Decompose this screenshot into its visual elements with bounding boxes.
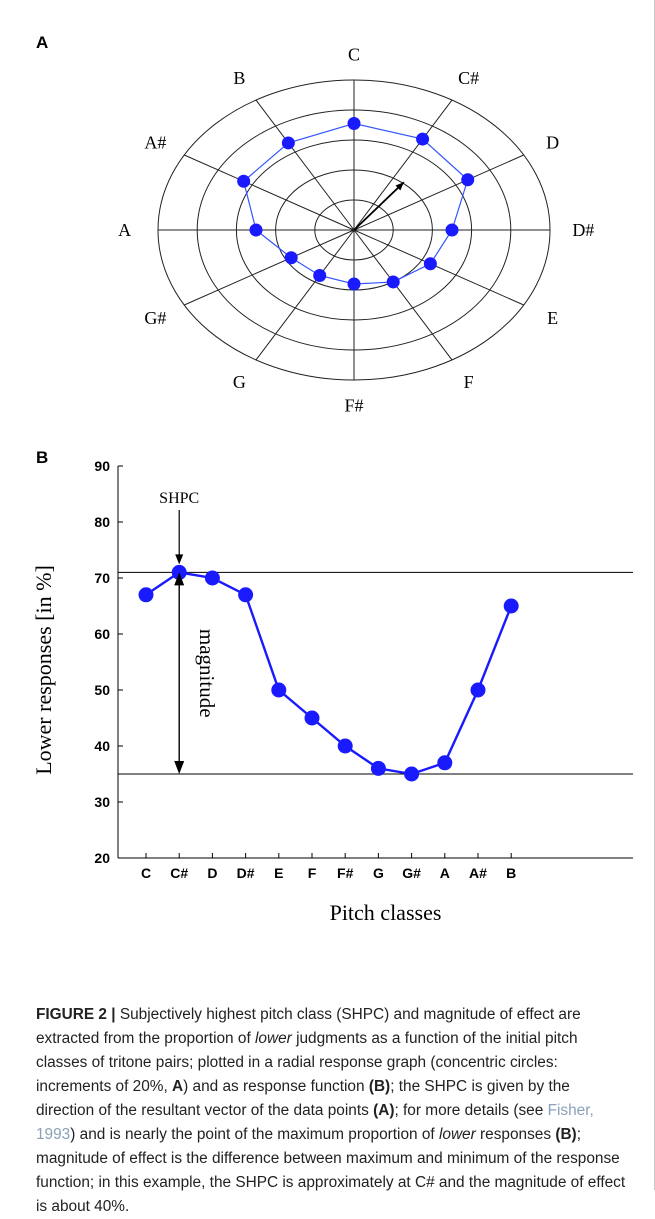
shpc-annotation: SHPC [159, 490, 199, 507]
radar-category-label: B [233, 68, 245, 88]
radar-category-label: A [118, 220, 131, 240]
radar-spoke-C# [353, 99, 453, 231]
caption-text-1: Subjectively highest pitch class (SHPC) … [36, 1006, 581, 1047]
radar-category-label: C# [458, 68, 479, 88]
radar-point-C# [416, 132, 430, 146]
y-tick-label: 20 [94, 850, 110, 866]
figure-caption: FIGURE 2 | Subjectively highest pitch cl… [36, 1003, 626, 1219]
radar-chart: C C# D D# E F F# G G# A A# B [118, 45, 594, 416]
radar-point-A# [237, 174, 251, 188]
y-tick-label: 30 [94, 794, 110, 810]
radar-category-label: D# [572, 220, 594, 240]
caption-bold-4: (B) [555, 1126, 577, 1143]
x-tick-label: E [274, 865, 283, 881]
response-point-F# [337, 738, 353, 754]
radar-category-label: E [547, 308, 558, 328]
caption-text-2: judgments as a function of the initial p… [36, 1030, 578, 1095]
radar-point-A [249, 223, 263, 237]
caption-bold-1: A [172, 1078, 184, 1095]
y-tick-label: 40 [94, 738, 110, 754]
caption-bold-3: (A) [373, 1102, 395, 1119]
radar-point-F [386, 275, 400, 289]
y-tick-label: 60 [94, 626, 110, 642]
x-tick-label: D# [237, 865, 255, 881]
x-axis-label: Pitch classes [330, 900, 442, 925]
radar-point-F# [347, 277, 361, 291]
radar-category-label: C [348, 45, 360, 65]
caption-citation-link[interactable]: Fisher, 1993 [36, 1102, 594, 1143]
resultant-vector-arrowhead [395, 182, 404, 191]
radar-spoke-D [353, 154, 524, 231]
radar-category-label: A# [144, 132, 166, 152]
radar-spoke-G [255, 229, 355, 361]
response-point-B [503, 598, 519, 614]
y-axis-label: Lower responses [in %] [31, 565, 56, 775]
magnitude-annotation: magnitude [195, 629, 219, 718]
x-tick-label: A# [469, 865, 487, 881]
radar-spoke-F [353, 229, 453, 361]
caption-text-3: ) and as response function [183, 1078, 369, 1095]
y-tick-label: 80 [94, 514, 110, 530]
x-tick-label: F# [337, 865, 354, 881]
radar-category-label: G# [144, 308, 166, 328]
response-point-D# [238, 587, 254, 603]
radar-point-C [347, 117, 361, 130]
caption-text-4: ; the SHPC is given by the direction of … [36, 1078, 570, 1119]
caption-label: FIGURE 2 | [36, 1006, 116, 1023]
response-point-F [304, 710, 320, 726]
x-tick-label: G [373, 865, 384, 881]
x-tick-label: C [141, 865, 151, 881]
x-tick-label: B [506, 865, 516, 881]
y-tick-label: 70 [94, 570, 110, 586]
radar-point-E [423, 257, 437, 271]
caption-text-7: responses [475, 1126, 556, 1143]
caption-bold-2: (B) [368, 1078, 391, 1095]
response-point-G# [404, 766, 420, 782]
figure-frame: A C C# D D# E F F# G G# A A# B B 20 30 40 50 60 70 80 90 C C… [31, 0, 655, 1215]
radar-point-D# [445, 223, 459, 237]
magnitude-arrowhead-top [174, 572, 185, 586]
radar-point-G [313, 268, 327, 282]
radar-spoke-A# [184, 154, 355, 231]
line-chart: 20 30 40 50 60 70 80 90 C C# D D# E F F# G G# A A# B SHPC mag… [31, 458, 633, 925]
x-tick-label: G# [402, 865, 421, 881]
radar-spoke-G# [184, 229, 355, 306]
response-point-A [437, 755, 453, 771]
caption-text-8: ; magnitude of effect is the difference … [36, 1126, 626, 1215]
caption-text-6: ) and is nearly the point of the maximum… [70, 1126, 439, 1143]
radar-category-label: D [546, 132, 559, 152]
resultant-vector [353, 181, 405, 231]
radar-spoke-E [353, 229, 524, 306]
caption-text-5: ; for more details (see [394, 1102, 548, 1119]
radar-spoke-B [255, 99, 355, 231]
panel-a-label: A [36, 33, 48, 52]
response-point-E [271, 682, 287, 698]
x-tick-label: F [308, 865, 317, 881]
y-tick-label: 90 [94, 458, 110, 474]
radar-point-D [461, 173, 475, 187]
radar-category-label: F# [344, 396, 363, 416]
x-tick-label: D [207, 865, 217, 881]
caption-em-1: lower [255, 1030, 292, 1047]
response-point-A# [470, 682, 486, 698]
panel-b-label: B [36, 448, 48, 467]
y-tick-label: 50 [94, 682, 110, 698]
x-tick-label: C# [170, 865, 188, 881]
shpc-arrowhead [175, 554, 184, 565]
response-point-G [370, 760, 386, 776]
radar-point-B [281, 136, 295, 150]
magnitude-arrowhead-bottom [174, 761, 185, 774]
radar-point-G# [284, 251, 298, 265]
x-tick-label: A [440, 865, 450, 881]
radar-category-label: F [464, 372, 474, 392]
response-point-C [138, 587, 154, 603]
radar-category-label: G [233, 372, 246, 392]
response-point-D [204, 570, 220, 586]
caption-em-2: lower [438, 1126, 476, 1143]
